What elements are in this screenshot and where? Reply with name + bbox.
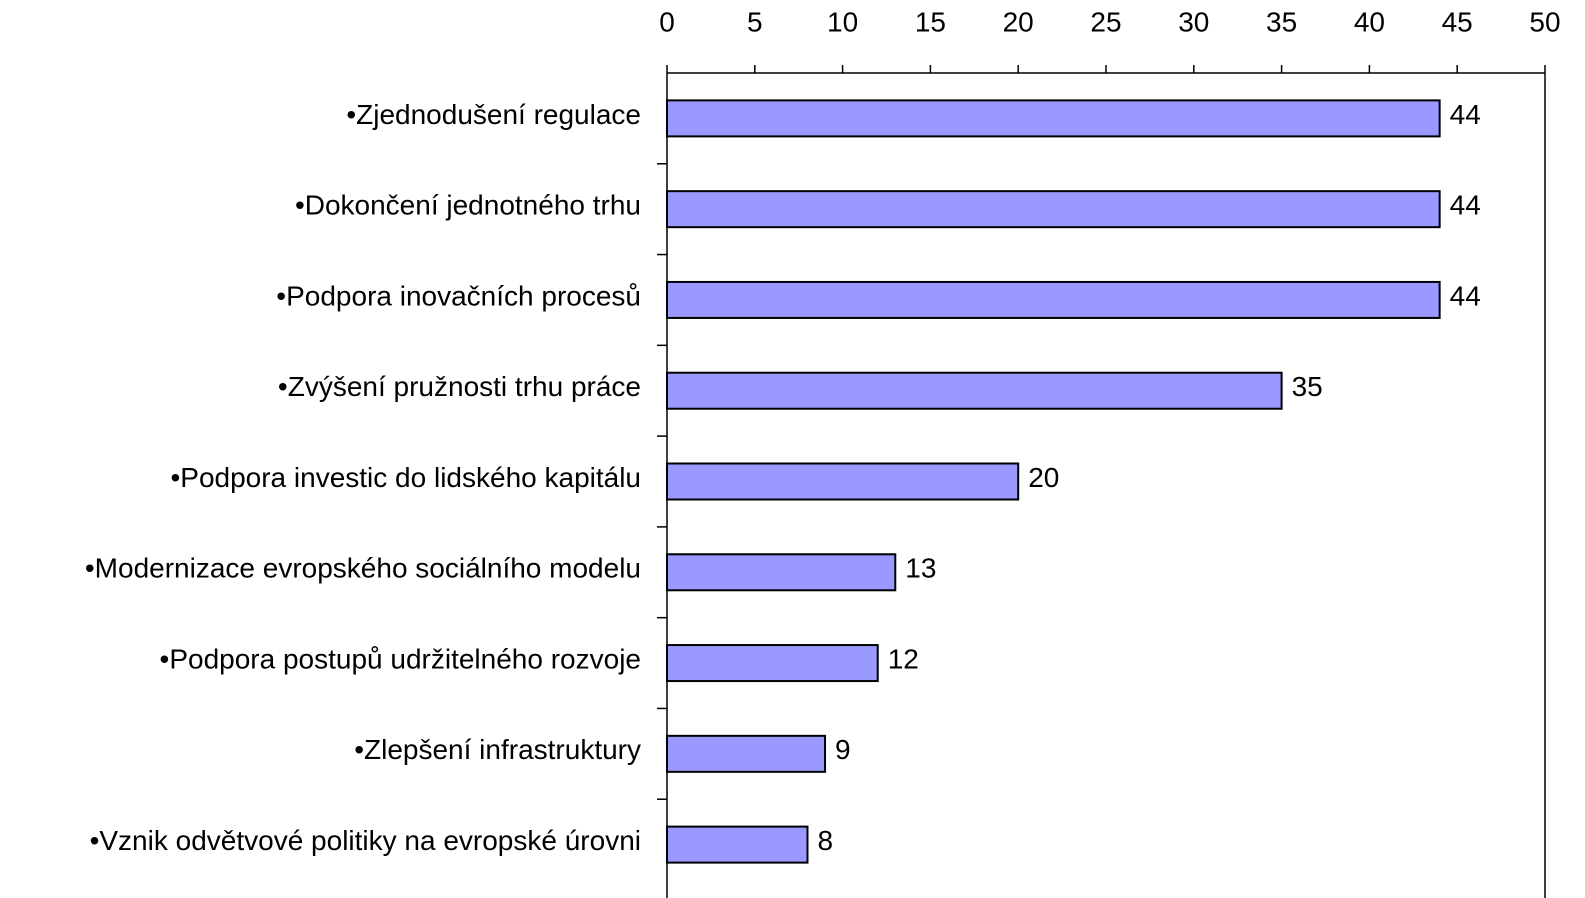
y-tick-label: •Modernizace evropského sociálního model… bbox=[85, 553, 641, 584]
y-tick-label: •Zlepšení infrastruktury bbox=[354, 734, 641, 765]
data-label: 44 bbox=[1450, 99, 1481, 130]
data-label: 35 bbox=[1292, 371, 1323, 402]
x-tick-label: 15 bbox=[915, 6, 946, 37]
y-tick-label: •Zvýšení pružnosti trhu práce bbox=[278, 371, 641, 402]
x-tick-label: 10 bbox=[827, 6, 858, 37]
x-tick-label: 40 bbox=[1354, 6, 1385, 37]
x-tick-label: 20 bbox=[1003, 6, 1034, 37]
x-tick-label: 50 bbox=[1529, 6, 1560, 37]
bar bbox=[666, 644, 879, 683]
y-tick-label: •Zjednodušení regulace bbox=[346, 99, 641, 130]
x-tick-label: 45 bbox=[1442, 6, 1473, 37]
x-tick-label: 35 bbox=[1266, 6, 1297, 37]
bar bbox=[666, 99, 1441, 138]
y-tick-label: •Dokončení jednotného trhu bbox=[295, 190, 641, 221]
bar bbox=[666, 462, 1020, 501]
data-label: 20 bbox=[1028, 462, 1059, 493]
x-tick-label: 25 bbox=[1090, 6, 1121, 37]
y-tick-label: •Vznik odvětvové politiky na evropské úr… bbox=[90, 825, 641, 856]
data-label: 9 bbox=[835, 734, 851, 765]
y-tick-label: •Podpora postupů udržitelného rozvoje bbox=[160, 643, 641, 674]
data-label: 44 bbox=[1450, 280, 1481, 311]
x-tick-label: 0 bbox=[659, 6, 675, 37]
x-tick-label: 5 bbox=[747, 6, 763, 37]
bar bbox=[666, 825, 809, 864]
data-label: 8 bbox=[817, 825, 833, 856]
y-tick-label: •Podpora investic do lidského kapitálu bbox=[170, 462, 641, 493]
y-tick-label: •Podpora inovačních procesů bbox=[276, 280, 641, 311]
bar bbox=[666, 553, 897, 592]
data-label: 13 bbox=[905, 553, 936, 584]
bar bbox=[666, 280, 1441, 319]
bar bbox=[666, 371, 1283, 410]
bar bbox=[666, 734, 827, 773]
data-label: 12 bbox=[888, 643, 919, 674]
data-label: 44 bbox=[1450, 190, 1481, 221]
x-tick-label: 30 bbox=[1178, 6, 1209, 37]
bar bbox=[666, 190, 1441, 229]
